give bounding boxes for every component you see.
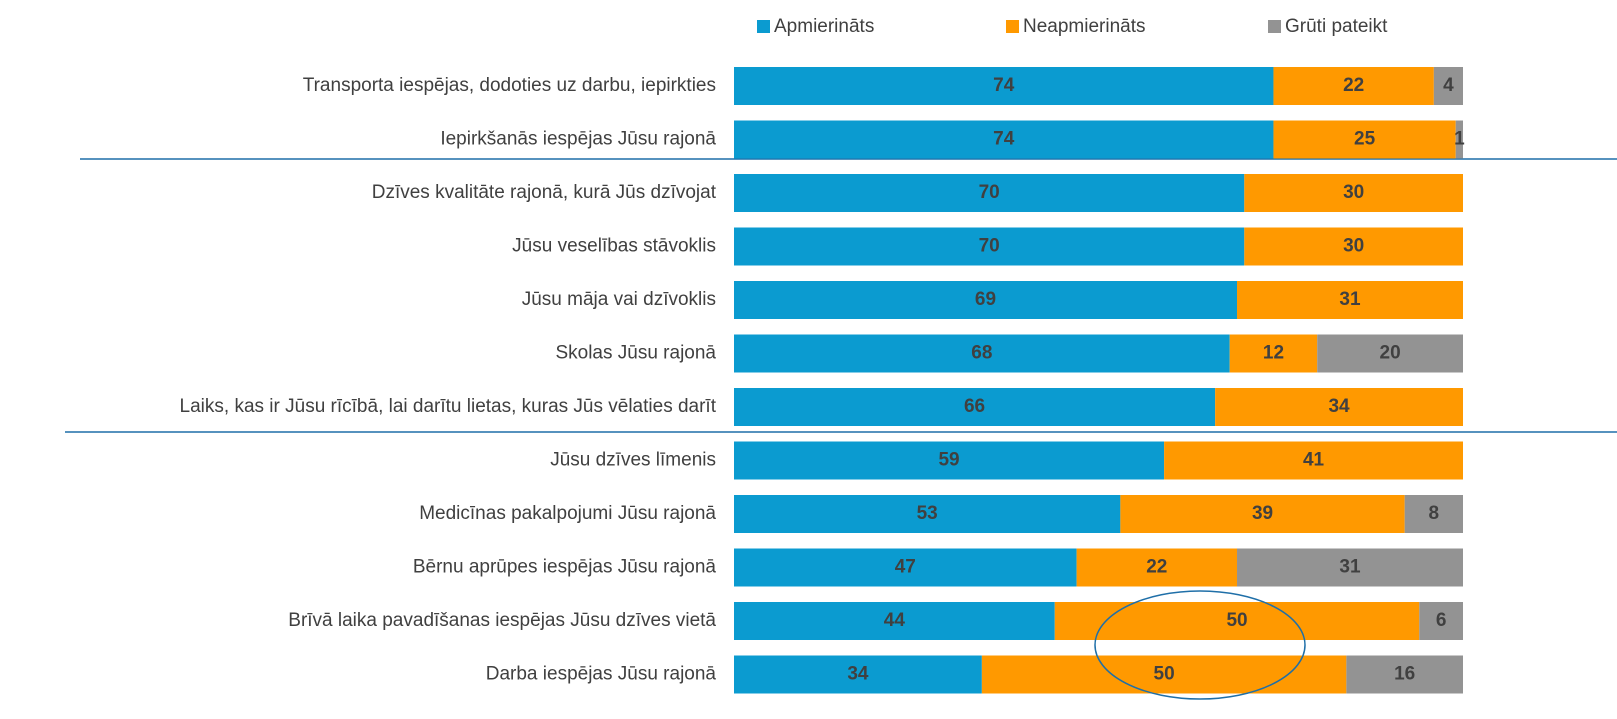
legend-swatch bbox=[1268, 20, 1281, 33]
bar-segment bbox=[734, 334, 1230, 373]
bar-segment bbox=[734, 495, 1121, 533]
bar-segment bbox=[1164, 441, 1463, 480]
bar-segment bbox=[1244, 227, 1463, 266]
value-label: 31 bbox=[1339, 557, 1361, 578]
category-label: Darba iespējas Jūsu rajonā bbox=[486, 664, 717, 685]
bar-segment bbox=[734, 120, 1274, 159]
legend-label: Grūti pateikt bbox=[1285, 16, 1388, 37]
value-label: 44 bbox=[884, 610, 906, 631]
value-label: 39 bbox=[1252, 503, 1273, 524]
bar-segment bbox=[734, 388, 1216, 426]
bar-segment bbox=[1229, 334, 1318, 373]
value-label: 47 bbox=[895, 557, 916, 578]
bar-segment bbox=[1215, 388, 1463, 426]
category-label: Iepirkšanās iespējas Jūsu rajonā bbox=[440, 129, 716, 150]
bar-segment bbox=[1455, 120, 1463, 159]
bar-segment bbox=[1237, 281, 1463, 319]
value-label: 74 bbox=[993, 129, 1015, 150]
value-label: 50 bbox=[1154, 664, 1175, 685]
legend-label: Neapmierināts bbox=[1023, 16, 1146, 37]
legend-label: Apmierināts bbox=[774, 16, 874, 37]
value-label: 66 bbox=[964, 396, 985, 417]
category-label: Jūsu dzīves līmenis bbox=[550, 450, 716, 471]
value-label: 68 bbox=[971, 343, 992, 364]
category-label: Jūsu veselības stāvoklis bbox=[512, 236, 716, 257]
category-label: Dzīves kvalitāte rajonā, kurā Jūs dzīvoj… bbox=[372, 182, 717, 203]
value-label: 74 bbox=[993, 75, 1015, 96]
legend-swatch bbox=[757, 20, 770, 33]
value-label: 70 bbox=[979, 182, 1000, 203]
category-label: Bērnu aprūpes iespējas Jūsu rajonā bbox=[413, 557, 717, 578]
value-label: 34 bbox=[847, 664, 869, 685]
bar-segment bbox=[1076, 548, 1238, 587]
bar-segment bbox=[734, 281, 1238, 319]
value-label: 53 bbox=[917, 503, 938, 524]
bar-segment bbox=[734, 655, 982, 694]
bar-segment bbox=[1419, 602, 1463, 640]
bar-segment bbox=[1237, 548, 1463, 587]
bar-segment bbox=[734, 441, 1165, 480]
value-label: 4 bbox=[1443, 75, 1454, 96]
bar-segment bbox=[734, 227, 1245, 266]
bar-segment bbox=[734, 67, 1274, 105]
value-label: 30 bbox=[1343, 236, 1364, 257]
bar-segment bbox=[1317, 334, 1463, 373]
bar-segment bbox=[1273, 67, 1434, 105]
value-label: 41 bbox=[1303, 450, 1325, 471]
value-label: 69 bbox=[975, 289, 996, 310]
bar-segment bbox=[1054, 602, 1420, 640]
value-label: 70 bbox=[979, 236, 1000, 257]
value-label: 8 bbox=[1429, 503, 1440, 524]
value-label: 20 bbox=[1380, 343, 1401, 364]
legend-swatch bbox=[1006, 20, 1019, 33]
category-label: Transporta iespējas, dodoties uz darbu, … bbox=[303, 75, 716, 96]
bar-segment bbox=[981, 655, 1347, 694]
value-label: 25 bbox=[1354, 129, 1376, 150]
plot: Apmierināts Neapmierināts Grūti pateikt Tra… bbox=[180, 16, 1465, 694]
category-label: Medicīnas pakalpojumi Jūsu rajonā bbox=[419, 503, 716, 524]
bar-segment bbox=[1120, 495, 1405, 533]
value-label: 50 bbox=[1226, 610, 1247, 631]
value-label: 12 bbox=[1263, 343, 1284, 364]
bar-segment bbox=[1433, 67, 1463, 105]
value-label: 59 bbox=[938, 450, 959, 471]
bar-segment bbox=[1404, 495, 1463, 533]
bar-segment bbox=[734, 602, 1055, 640]
category-label: Skolas Jūsu rajonā bbox=[555, 343, 716, 364]
value-label: 6 bbox=[1436, 610, 1447, 631]
value-label: 31 bbox=[1339, 289, 1361, 310]
value-label: 16 bbox=[1394, 664, 1415, 685]
value-label: 22 bbox=[1146, 557, 1167, 578]
bar-segment bbox=[734, 174, 1245, 212]
category-label: Jūsu māja vai dzīvoklis bbox=[522, 289, 716, 310]
category-label: Brīvā laika pavadīšanas iespējas Jūsu dz… bbox=[288, 610, 716, 631]
value-label: 34 bbox=[1328, 396, 1350, 417]
bar-segment bbox=[734, 548, 1077, 587]
bar-segment bbox=[1273, 120, 1456, 159]
bar-segment bbox=[1244, 174, 1463, 212]
highlight-ellipse bbox=[1094, 590, 1306, 700]
category-label: Laiks, kas ir Jūsu rīcībā, lai darītu li… bbox=[180, 396, 717, 417]
value-label: 30 bbox=[1343, 182, 1364, 203]
value-label: 1 bbox=[1454, 129, 1465, 150]
value-label: 22 bbox=[1343, 75, 1364, 96]
bar-segment bbox=[1346, 655, 1463, 694]
